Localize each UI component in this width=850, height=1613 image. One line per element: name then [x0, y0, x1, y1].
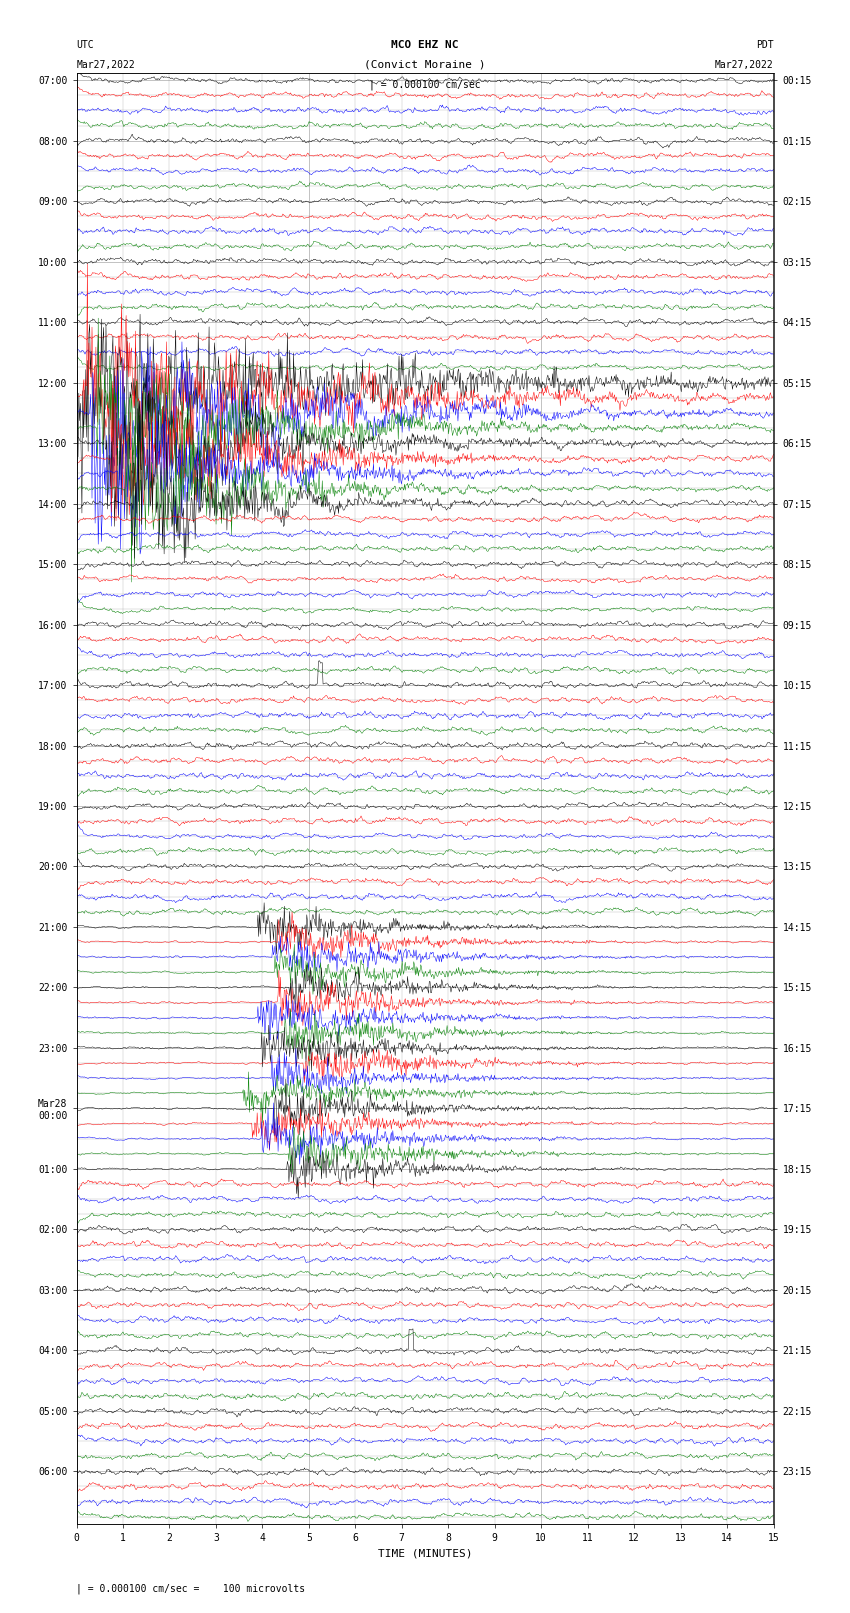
- X-axis label: TIME (MINUTES): TIME (MINUTES): [377, 1548, 473, 1558]
- Text: Mar27,2022: Mar27,2022: [76, 60, 135, 69]
- Text: (Convict Moraine ): (Convict Moraine ): [365, 60, 485, 69]
- Text: | = 0.000100 cm/sec: | = 0.000100 cm/sec: [369, 79, 481, 90]
- Text: UTC: UTC: [76, 40, 94, 50]
- Text: Mar27,2022: Mar27,2022: [715, 60, 774, 69]
- Text: | = 0.000100 cm/sec =    100 microvolts: | = 0.000100 cm/sec = 100 microvolts: [76, 1582, 306, 1594]
- Text: PDT: PDT: [756, 40, 774, 50]
- Text: MCO EHZ NC: MCO EHZ NC: [391, 40, 459, 50]
